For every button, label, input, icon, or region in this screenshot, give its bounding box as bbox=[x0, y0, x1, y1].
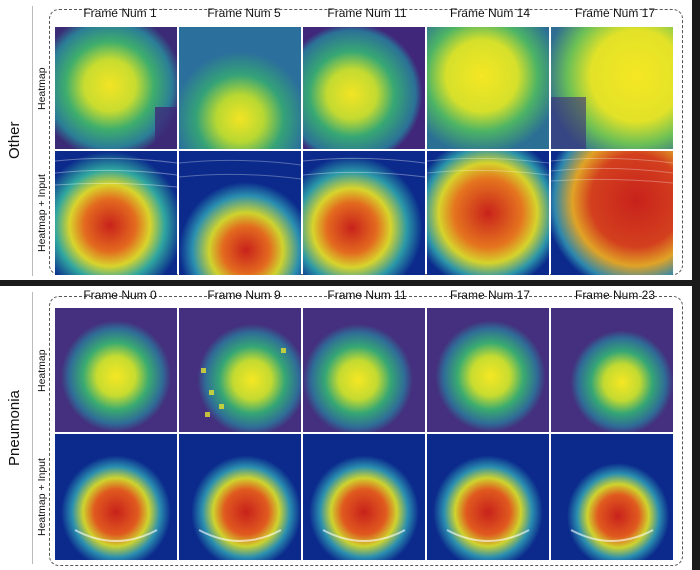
panel-other: Other Heatmap Heatmap + Input Frame Num … bbox=[0, 0, 692, 280]
group-label-other: Other bbox=[6, 121, 23, 159]
frame-title: Frame Num 1 bbox=[83, 6, 157, 20]
frame-title: Frame Num 14 bbox=[449, 6, 531, 20]
frame-title: Frame Num 23 bbox=[574, 288, 656, 302]
group-divider bbox=[32, 6, 33, 276]
heatmap-image bbox=[303, 308, 425, 432]
frame-title: Frame Num 17 bbox=[449, 288, 531, 302]
heatmap-overlay-image bbox=[303, 151, 425, 275]
row-label-heatmap: Heatmap bbox=[36, 349, 48, 393]
frame-title: Frame Num 17 bbox=[574, 6, 656, 20]
row-label-heatmap-input: Heatmap + Input bbox=[36, 174, 48, 252]
dashed-border-pneumonia bbox=[49, 296, 683, 566]
heatmap-image bbox=[551, 308, 673, 432]
group-label-pneumonia: Pneumonia bbox=[6, 390, 23, 466]
frame-title: Frame Num 5 bbox=[207, 6, 281, 20]
frame-title: Frame Num 11 bbox=[327, 6, 407, 20]
heatmap-overlay-image bbox=[551, 434, 673, 560]
heatmap-overlay-image bbox=[427, 151, 549, 275]
heatmap-image bbox=[303, 27, 425, 149]
heatmap-image bbox=[55, 27, 177, 149]
heatmap-image bbox=[55, 308, 177, 432]
frame-title: Frame Num 11 bbox=[327, 288, 407, 302]
heatmap-overlay-image bbox=[303, 434, 425, 560]
heatmap-image bbox=[179, 27, 301, 149]
heatmap-overlay-image bbox=[179, 434, 301, 560]
frame-title: Frame Num 9 bbox=[207, 288, 281, 302]
row-label-heatmap-input: Heatmap + Input bbox=[36, 458, 48, 536]
frame-title: Frame Num 0 bbox=[83, 288, 157, 302]
heatmap-overlay-image bbox=[55, 151, 177, 275]
heatmap-image bbox=[427, 308, 549, 432]
heatmap-image bbox=[551, 27, 673, 149]
row-label-heatmap: Heatmap bbox=[36, 67, 48, 111]
panel-pneumonia: Pneumonia Heatmap Heatmap + Input Frame … bbox=[0, 286, 692, 570]
heatmap-image bbox=[427, 27, 549, 149]
heatmap-overlay-image bbox=[55, 434, 177, 560]
heatmap-overlay-image bbox=[179, 151, 301, 275]
heatmap-overlay-image bbox=[427, 434, 549, 560]
group-divider bbox=[32, 292, 33, 564]
heatmap-image bbox=[179, 308, 301, 432]
heatmap-overlay-image bbox=[551, 151, 673, 275]
